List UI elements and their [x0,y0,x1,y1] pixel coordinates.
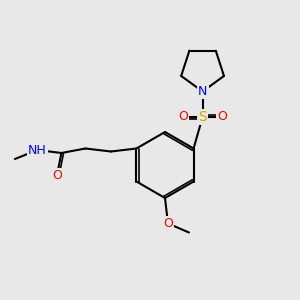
Text: O: O [163,217,173,230]
Text: S: S [198,110,207,124]
Text: O: O [178,110,188,124]
Text: O: O [52,169,62,182]
Text: O: O [217,110,227,124]
Text: N: N [198,85,207,98]
Text: NH: NH [28,143,47,157]
